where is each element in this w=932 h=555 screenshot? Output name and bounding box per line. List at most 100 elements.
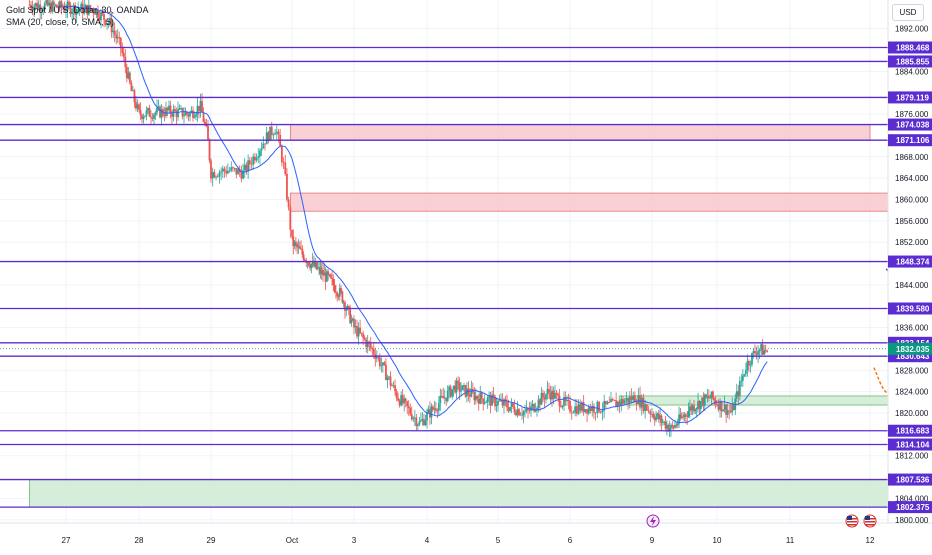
candle-body [78, 9, 81, 10]
candle-body [33, 6, 35, 11]
candle-body [221, 168, 224, 172]
x-tick-label: 27 [62, 536, 71, 545]
candle-body [181, 108, 184, 117]
candle-body [558, 395, 561, 407]
candle-body [713, 398, 716, 401]
candle-body [764, 350, 767, 352]
candle-body [43, 3, 46, 10]
candle-body [663, 421, 666, 423]
indicator-label[interactable]: SMA (20, close, 0, SMA, 5) [6, 17, 115, 27]
candle-body [731, 405, 734, 413]
candle-body [320, 269, 323, 274]
candle-body [284, 162, 287, 174]
candle-body [720, 400, 723, 412]
candle-body [627, 397, 629, 403]
candle-body [226, 170, 229, 174]
y-tick-label: 1800.000 [895, 516, 929, 525]
candle-body [97, 9, 99, 18]
level-price-label: 1807.536 [896, 476, 930, 485]
candle-body [424, 420, 427, 426]
candle-body [601, 410, 604, 413]
candle-body [522, 411, 525, 416]
candle-body [479, 392, 482, 404]
candle-body [59, 1, 61, 9]
candle-body [72, 5, 75, 12]
candle-body [378, 357, 381, 367]
candle-body [327, 271, 330, 276]
candle-body [77, 9, 80, 10]
candle-body [473, 391, 476, 401]
candle-body [460, 390, 462, 392]
resistance-zone [289, 192, 889, 212]
candle-body [703, 394, 706, 406]
candle-body [262, 143, 265, 149]
candle-body [683, 414, 686, 418]
candle-body [725, 404, 728, 415]
candle-body [421, 419, 424, 421]
candle-body [177, 109, 179, 118]
x-tick-label: 11 [786, 536, 795, 545]
candle-body [144, 115, 146, 117]
candle-body [289, 207, 292, 230]
candle-body [501, 399, 504, 406]
us-flag-icon [863, 514, 877, 528]
x-tick-label: 12 [866, 536, 875, 545]
level-price-badge [888, 255, 932, 268]
candle-body [242, 170, 244, 179]
candle-body [530, 406, 532, 411]
candle-body [697, 401, 699, 409]
candle-body [287, 199, 290, 208]
candle-body [314, 262, 317, 267]
candle-body [277, 131, 280, 136]
candle-body [332, 278, 335, 286]
currency-button[interactable]: USD [892, 4, 924, 21]
candle-body [729, 411, 732, 413]
candle-body [645, 404, 648, 411]
candle-body [28, 4, 31, 6]
candle-body [93, 13, 96, 15]
candle-body [659, 415, 662, 420]
x-tick-label: 28 [135, 536, 144, 545]
x-tick-label: 4 [425, 536, 430, 545]
candle-body [125, 66, 128, 79]
candle-body [398, 400, 401, 406]
candle-body [748, 361, 750, 366]
candle-body [294, 241, 297, 245]
candle-body [539, 399, 541, 405]
candle-body [761, 344, 764, 355]
candle-body [581, 402, 583, 411]
candle-body [649, 411, 652, 415]
candle-body [397, 398, 400, 401]
candle-body [433, 408, 436, 410]
level-price-badge [888, 302, 932, 315]
candle-body [476, 395, 479, 399]
y-tick-label: 1864.000 [895, 174, 929, 183]
candle-body [259, 150, 261, 157]
candle-body [372, 349, 375, 355]
candle-body [81, 3, 84, 14]
candle-body [635, 402, 638, 405]
candle-body [625, 397, 628, 401]
candle-body [518, 409, 520, 416]
candle-body [618, 401, 621, 406]
candle-body [653, 417, 656, 421]
candle-body [566, 400, 568, 402]
y-tick-label: 1828.000 [895, 366, 929, 375]
candle-body [350, 319, 353, 324]
candle-body [156, 107, 158, 113]
candle-body [216, 176, 219, 178]
candle-body [591, 405, 594, 411]
candle-body [313, 260, 315, 267]
candle-body [298, 246, 301, 249]
candle-body [407, 406, 410, 409]
candle-body [749, 364, 752, 366]
candle-body [434, 408, 437, 411]
candle-body [36, 3, 39, 9]
level-price-badge [888, 473, 932, 486]
candle-body [464, 385, 467, 397]
candle-body [744, 370, 747, 374]
candle-body [698, 401, 701, 410]
y-tick-label: 1856.000 [895, 217, 929, 226]
